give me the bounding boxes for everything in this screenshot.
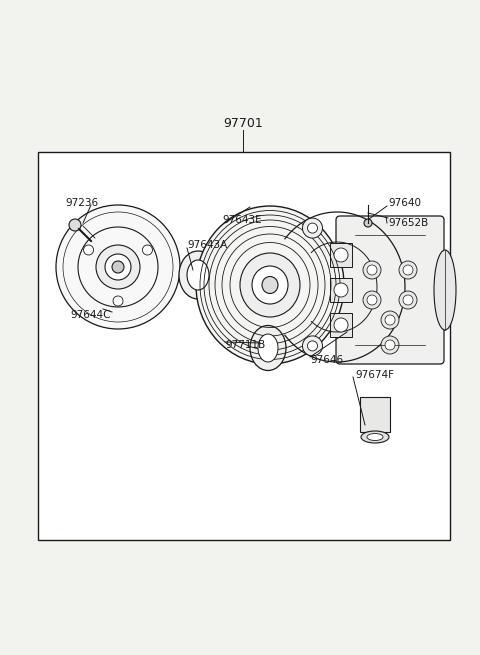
FancyBboxPatch shape [336,216,444,364]
Circle shape [381,311,399,329]
Circle shape [385,340,395,350]
Circle shape [363,261,381,279]
Ellipse shape [262,276,278,293]
Circle shape [364,219,372,227]
Text: 97643A: 97643A [187,240,227,250]
Circle shape [399,291,417,309]
Ellipse shape [187,260,209,290]
Circle shape [302,336,323,356]
Ellipse shape [240,253,300,317]
Ellipse shape [250,326,286,371]
Circle shape [308,341,317,351]
Ellipse shape [196,206,344,364]
Bar [360,397,390,432]
Ellipse shape [179,251,217,299]
Circle shape [367,295,377,305]
Text: 97652B: 97652B [388,218,428,228]
Circle shape [143,245,153,255]
Circle shape [113,296,123,306]
Circle shape [367,265,377,275]
Circle shape [334,248,348,262]
Text: 97640: 97640 [388,198,421,208]
Bar [330,278,352,302]
Bar [38,152,450,540]
Circle shape [112,261,124,273]
Text: 97701: 97701 [223,117,263,130]
Text: 97646: 97646 [310,355,343,365]
Circle shape [105,254,131,280]
Circle shape [334,318,348,332]
Circle shape [56,205,180,329]
Circle shape [385,315,395,325]
Text: 97674F: 97674F [355,370,394,380]
Text: 97644C: 97644C [70,310,110,320]
Text: 97643E: 97643E [222,215,262,225]
Circle shape [363,291,381,309]
Bar [330,243,352,267]
Ellipse shape [434,250,456,330]
Text: 97711B: 97711B [225,340,265,350]
Circle shape [381,336,399,354]
Circle shape [69,219,81,231]
Ellipse shape [361,431,389,443]
Circle shape [334,283,348,297]
Text: 97236: 97236 [65,198,98,208]
Bar [330,313,352,337]
Circle shape [403,265,413,275]
Circle shape [403,295,413,305]
Ellipse shape [367,434,383,441]
Circle shape [399,261,417,279]
Circle shape [84,245,94,255]
Circle shape [302,218,323,238]
Circle shape [308,223,317,233]
Ellipse shape [252,266,288,304]
Ellipse shape [258,334,278,362]
Circle shape [96,245,140,289]
